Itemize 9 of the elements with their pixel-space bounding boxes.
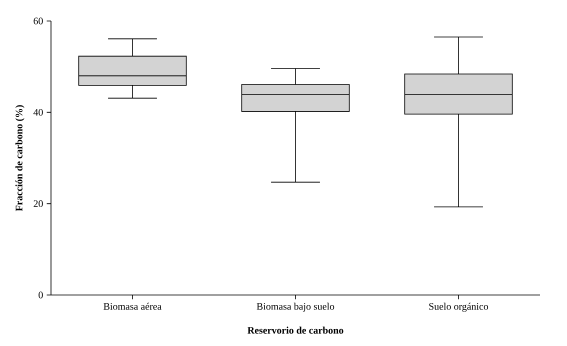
y-axis-title: Fracción de carbono (%): [15, 105, 24, 212]
x-tick-label: Suelo orgánico: [429, 302, 488, 312]
x-axis-title: Reservorio de carbono: [248, 326, 344, 334]
y-tick-label: 40: [33, 108, 43, 116]
y-tick-label: 0: [38, 292, 43, 298]
x-tick-label: Biomasa bajo suelo: [256, 302, 334, 312]
y-tick-label: 60: [34, 18, 43, 24]
x-tick-label: Biomasa aérea: [104, 302, 162, 310]
y-tick-label: 20: [34, 200, 43, 208]
